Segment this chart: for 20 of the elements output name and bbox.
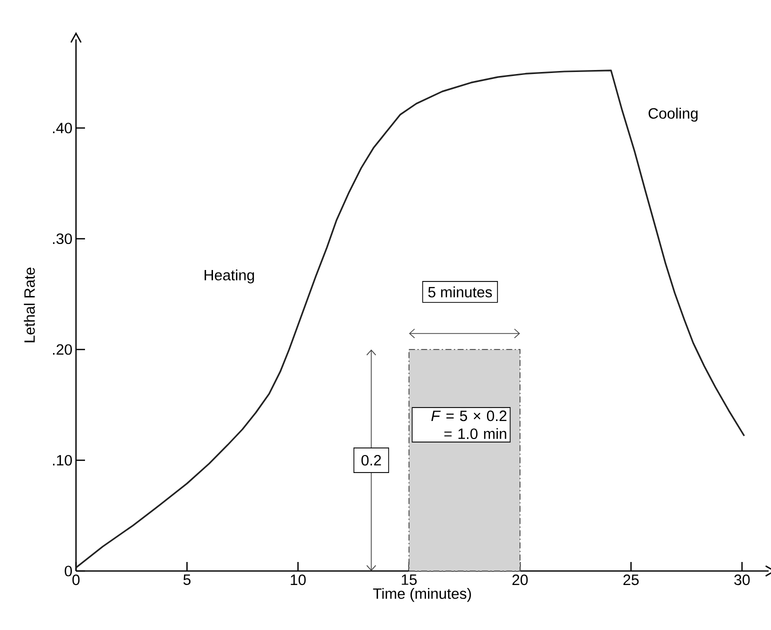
x-tick-label: 10 — [290, 574, 306, 586]
annotation: Heating — [204, 269, 254, 284]
x-tick-label: 25 — [623, 574, 639, 586]
line-series — [75, 70, 746, 568]
y-tick-label: 0 — [64, 566, 72, 576]
annotation: F = 5 × 0.2 = 1.0 min — [431, 410, 506, 440]
x-tick-label: 20 — [512, 574, 528, 586]
y-tick-label: .30 — [53, 233, 72, 244]
annotation: Cooling — [648, 108, 698, 122]
x-tick-label: 5 — [183, 574, 191, 585]
x-axis-title: Time (minutes) — [373, 588, 471, 602]
y-tick-label: .20 — [53, 344, 72, 355]
annotation: 5 minutes — [428, 286, 492, 298]
x-tick-label: 15 — [402, 574, 417, 585]
y-tick-label: .40 — [53, 122, 72, 134]
x-tick-label: 30 — [734, 574, 750, 586]
y-axis-title: Lethal Rate — [24, 268, 35, 342]
y-tick-label: .10 — [53, 454, 72, 466]
annotation: 0.2 — [361, 454, 381, 466]
x-tick-label: 0 — [72, 574, 80, 586]
